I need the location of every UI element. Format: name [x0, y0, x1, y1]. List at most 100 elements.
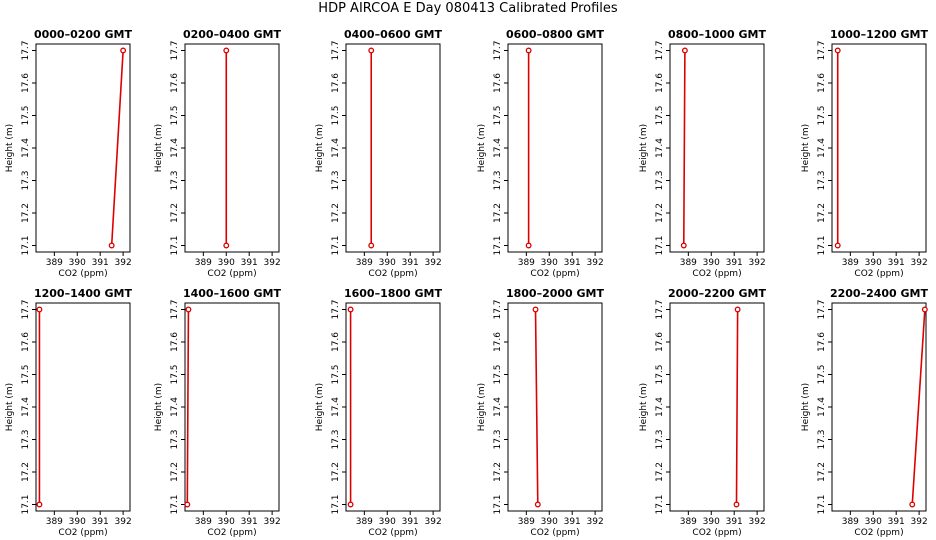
x-tick-label: 392: [911, 258, 928, 268]
y-tick-label: 17.5: [493, 364, 503, 384]
x-tick-label: 390: [865, 258, 882, 268]
x-tick-label: 389: [195, 258, 212, 268]
y-axis-label: Height (m): [801, 383, 811, 431]
y-tick-label: 17.3: [170, 170, 180, 190]
x-tick-label: 391: [241, 517, 258, 527]
x-tick-label: 392: [911, 517, 928, 527]
y-tick-label: 17.4: [21, 138, 31, 158]
y-tick-label: 17.5: [817, 105, 827, 125]
x-tick-label: 391: [402, 517, 419, 527]
data-point: [108, 242, 115, 249]
y-tick-label: 17.4: [817, 138, 827, 158]
x-tick-label: 392: [425, 258, 442, 268]
plot-frame: [345, 43, 441, 253]
y-tick-label: 17.1: [170, 235, 180, 255]
x-tick-label: 392: [749, 517, 766, 527]
y-tick-label: 17.2: [21, 203, 31, 223]
y-axis-label: Height (m): [639, 124, 649, 172]
plot-frame: [831, 43, 927, 253]
x-axis-label: CO2 (ppm): [530, 269, 579, 279]
y-tick-label: 17.1: [655, 235, 665, 255]
y-tick-label: 17.7: [21, 299, 31, 319]
y-tick-label: 17.5: [331, 105, 341, 125]
y-tick-label: 17.4: [331, 138, 341, 158]
panel-title: 2200–2400 GMT: [830, 287, 929, 300]
x-axis-label: CO2 (ppm): [58, 269, 107, 279]
data-point: [36, 306, 43, 313]
y-tick-label: 17.2: [817, 203, 827, 223]
data-point: [525, 47, 532, 54]
x-tick-label: 390: [218, 258, 235, 268]
y-tick-label: 17.4: [493, 138, 503, 158]
y-tick-label: 17.7: [493, 40, 503, 60]
y-tick-label: 17.1: [170, 494, 180, 514]
y-tick-label: 17.2: [655, 462, 665, 482]
data-point: [347, 501, 354, 508]
x-tick-label: 389: [680, 517, 697, 527]
x-tick-label: 392: [587, 517, 604, 527]
y-tick-label: 17.5: [170, 105, 180, 125]
plot-frame: [35, 43, 131, 253]
x-tick-label: 389: [356, 258, 373, 268]
x-axis-label: CO2 (ppm): [368, 269, 417, 279]
x-tick-label: 390: [703, 517, 720, 527]
y-tick-label: 17.6: [21, 73, 31, 93]
data-point: [184, 501, 191, 508]
x-tick-label: 390: [541, 258, 558, 268]
y-tick-label: 17.4: [331, 397, 341, 417]
y-axis-label: Height (m): [477, 383, 487, 431]
y-tick-label: 17.6: [493, 73, 503, 93]
data-point: [534, 501, 541, 508]
data-point: [734, 306, 741, 313]
x-tick-label: 392: [115, 517, 132, 527]
data-point: [834, 242, 841, 249]
y-tick-label: 17.7: [170, 299, 180, 319]
x-tick-label: 390: [69, 258, 86, 268]
y-tick-label: 17.6: [817, 73, 827, 93]
series-line: [534, 309, 539, 505]
y-tick-label: 17.2: [170, 462, 180, 482]
y-tick-label: 17.6: [817, 332, 827, 352]
data-point: [368, 47, 375, 54]
y-tick-label: 17.7: [331, 40, 341, 60]
y-tick-label: 17.5: [655, 105, 665, 125]
x-axis-label: CO2 (ppm): [207, 528, 256, 538]
y-tick-label: 17.3: [817, 429, 827, 449]
y-tick-label: 17.6: [331, 332, 341, 352]
y-tick-label: 17.5: [817, 364, 827, 384]
y-axis-label: Height (m): [154, 383, 164, 431]
y-tick-label: 17.1: [493, 235, 503, 255]
y-tick-label: 17.2: [331, 462, 341, 482]
x-tick-label: 389: [680, 258, 697, 268]
y-tick-label: 17.7: [817, 40, 827, 60]
x-tick-label: 391: [888, 258, 905, 268]
y-tick-label: 17.1: [817, 494, 827, 514]
x-tick-label: 392: [587, 258, 604, 268]
y-tick-label: 17.1: [331, 494, 341, 514]
y-tick-label: 17.7: [331, 299, 341, 319]
data-point: [532, 306, 539, 313]
y-tick-label: 17.2: [170, 203, 180, 223]
y-tick-label: 17.3: [655, 170, 665, 190]
data-point: [36, 501, 43, 508]
y-tick-label: 17.6: [655, 332, 665, 352]
data-point: [681, 47, 688, 54]
y-tick-label: 17.6: [170, 332, 180, 352]
y-tick-label: 17.2: [493, 203, 503, 223]
x-axis-label: CO2 (ppm): [692, 528, 741, 538]
y-tick-label: 17.5: [493, 105, 503, 125]
y-tick-label: 17.7: [655, 40, 665, 60]
y-tick-label: 17.5: [655, 364, 665, 384]
y-tick-label: 17.7: [817, 299, 827, 319]
x-tick-label: 390: [865, 517, 882, 527]
y-tick-label: 17.4: [655, 138, 665, 158]
data-point: [347, 306, 354, 313]
plot-frame: [35, 302, 131, 512]
y-tick-label: 17.4: [493, 397, 503, 417]
y-tick-label: 17.2: [21, 462, 31, 482]
x-tick-label: 391: [888, 517, 905, 527]
y-axis-label: Height (m): [5, 383, 15, 431]
y-tick-label: 17.4: [21, 397, 31, 417]
y-tick-label: 17.7: [21, 40, 31, 60]
